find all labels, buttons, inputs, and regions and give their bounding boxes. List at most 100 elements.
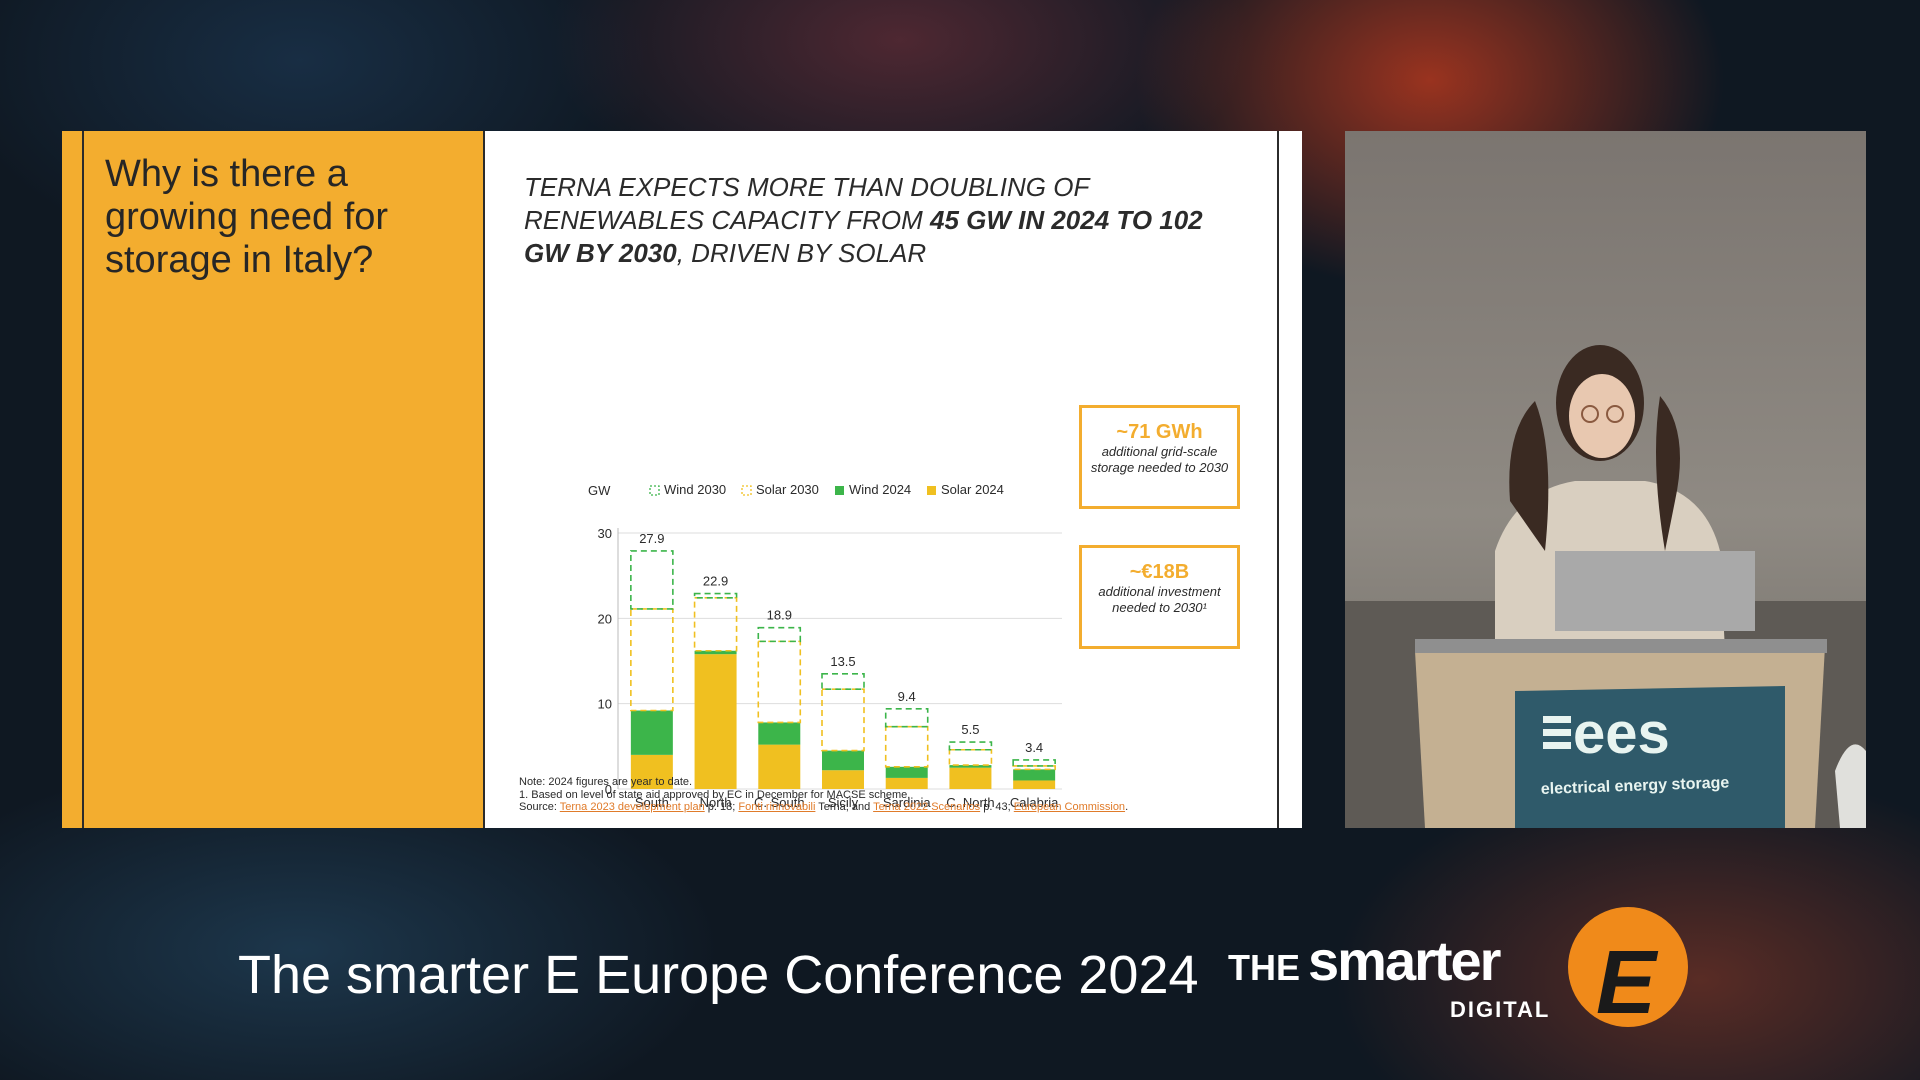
capacity-chart: GW 0 10 20 30 Wind 2030 Solar 2030 Wind 2024 Sol… [588, 482, 1062, 810]
slide-headline: TERNA EXPECTS MORE THAN DOUBLING OF RENE… [524, 171, 1244, 270]
slide-notes: Note: 2024 figures are year to date. 1. … [519, 776, 1279, 814]
category-label-c-north: C. North [946, 795, 994, 810]
legend-label-solar-2024: Solar 2024 [941, 482, 1004, 497]
glasses-left [1581, 405, 1599, 423]
speaker-hair-left [1509, 401, 1549, 551]
category-label-sicily: Sicily [828, 795, 859, 810]
bar-south-solar-2024 [630, 754, 673, 789]
source-link-fonti-rinnovabili[interactable]: Fonti rinnovabili [738, 801, 816, 813]
bar-c-south-solar-2024 [758, 744, 801, 789]
bar-sardinia-solar-2030 [884, 725, 929, 768]
source-link-european-commission[interactable]: European Commission [1013, 801, 1126, 813]
headline-part2: , DRIVEN BY SOLAR [676, 238, 927, 268]
speaker-hair-right [1656, 396, 1680, 551]
headline-bold: 45 GW IN 2024 TO 102 GW BY 2030 [524, 205, 1203, 268]
bar-south-wind-2024 [630, 710, 673, 755]
speaker-face [1569, 374, 1635, 458]
speaker-scene: ees electrical energy storage [1345, 345, 1866, 828]
y-tick-30: 30 [598, 526, 612, 541]
callout-investment-text: additional investment needed to 2030¹ [1098, 584, 1221, 615]
bar-sicily-solar-2030 [821, 688, 865, 752]
source-label: Source: [519, 801, 560, 813]
y-tick-0: 0 [605, 782, 612, 797]
y-tick-10: 10 [598, 697, 612, 712]
bar-sicily-solar-2024 [822, 770, 864, 789]
bar-c-north-solar-2030 [948, 748, 993, 766]
source-tail-2: Terna; and [815, 801, 874, 813]
total-label-sardinia: 9.4 [898, 689, 916, 704]
brand-digital: DIGITAL [1450, 997, 1550, 1022]
bar-north-wind-2024 [694, 650, 737, 655]
logo-stripe-2 [1543, 729, 1571, 736]
category-label-calabria: Calabria [1010, 795, 1059, 810]
source-link-development-plan[interactable]: Terna 2023 development plan [559, 801, 705, 813]
bar-sicily-wind-2030 [821, 672, 865, 690]
brand-e-circle [1568, 907, 1688, 1027]
bar-c-south-wind-2024 [758, 722, 801, 745]
callout-storage: ~71 GWh additional grid-scale storage ne… [1079, 405, 1240, 509]
note-line-2: 1. Based on level of state aid approved … [519, 788, 911, 801]
category-label-sardinia: Sardinia [883, 795, 931, 810]
conference-title: The smarter E Europe Conference 2024 [238, 945, 1199, 1005]
bar-sardinia-solar-2024 [885, 777, 928, 789]
legend-label-wind-2030: Wind 2030 [664, 482, 726, 497]
brand-e-letter: E [1596, 933, 1659, 1033]
legend-label-solar-2030: Solar 2030 [756, 482, 819, 497]
source-link-scenarios[interactable]: Terna 2022 Scenarios [873, 801, 981, 813]
callout-investment-value: ~€18B [1129, 561, 1190, 583]
podium-tagline: electrical energy storage [1541, 774, 1730, 798]
legend-swatch-solar-2030 [741, 485, 752, 496]
callout-investment: ~€18B additional investment needed to 20… [1079, 545, 1240, 649]
bar-calabria-solar-2030 [1012, 765, 1056, 771]
total-label-c-north: 5.5 [961, 722, 979, 737]
podium-logo: ees [1573, 701, 1670, 766]
y-axis-label: GW [588, 483, 611, 498]
callout-storage-value: ~71 GWh [1116, 421, 1203, 443]
legend-swatch-solar-2024 [927, 486, 936, 495]
bar-calabria-solar-2024 [1013, 780, 1056, 789]
bar-south-wind-2030 [630, 550, 674, 610]
bar-c-south-wind-2030 [757, 626, 802, 643]
podium-rail [1415, 639, 1827, 653]
y-tick-20: 20 [598, 611, 612, 626]
callout-storage-text: additional grid-scale storage needed to … [1090, 444, 1229, 475]
brand-the: THE [1228, 947, 1300, 988]
bar-c-north-wind-2024 [949, 765, 992, 768]
total-label-north: 22.9 [703, 574, 728, 589]
the-smarter-e-logo: THE smarter DIGITAL E [1228, 907, 1688, 1033]
bar-calabria-wind-2030 [1012, 759, 1056, 767]
legend-swatch-wind-2030 [649, 485, 660, 496]
speaker-video-panel: ees electrical energy storage [1345, 131, 1866, 828]
headline-part1: TERNA EXPECTS MORE THAN DOUBLING OF RENE… [524, 172, 1089, 235]
category-label-c-south: C. South [754, 795, 805, 810]
bar-sardinia-wind-2024 [885, 766, 928, 778]
slide-divider [483, 131, 485, 828]
slide-sidebar: Why is there a growing need for storage … [62, 131, 483, 828]
note-line-1: Note: 2024 figures are year to date. [519, 776, 693, 788]
legend-label-wind-2024: Wind 2024 [849, 482, 911, 497]
bar-sardinia-wind-2030 [884, 707, 929, 728]
note-sources: Source: Terna 2023 development plan p. 1… [519, 801, 1279, 814]
bar-c-south-solar-2030 [757, 640, 802, 724]
bar-calabria-wind-2024 [1013, 769, 1056, 781]
podium-sign [1515, 686, 1785, 828]
flower-decoration [1835, 744, 1866, 828]
bar-north-solar-2030 [693, 597, 738, 652]
total-label-c-south: 18.9 [767, 608, 792, 623]
category-label-north: North [700, 795, 732, 810]
source-tail-1: p. 18; [704, 801, 739, 813]
bar-south-solar-2030 [630, 608, 674, 712]
total-label-south: 27.9 [639, 531, 664, 546]
laptop [1555, 551, 1755, 631]
bar-c-north-solar-2024 [949, 767, 992, 789]
slide-right-rule [1277, 131, 1279, 828]
bar-c-north-wind-2030 [948, 741, 993, 751]
sidebar-rule [82, 131, 84, 828]
slide-question: Why is there a growing need for storage … [105, 153, 389, 281]
category-label-south: South [635, 795, 669, 810]
bar-sicily-wind-2024 [822, 750, 864, 771]
source-tail-3: p. 43; [980, 801, 1014, 813]
total-label-sicily: 13.5 [830, 654, 855, 669]
bar-north-wind-2030 [693, 592, 738, 599]
presentation-slide: Why is there a growing need for storage … [62, 131, 1302, 828]
